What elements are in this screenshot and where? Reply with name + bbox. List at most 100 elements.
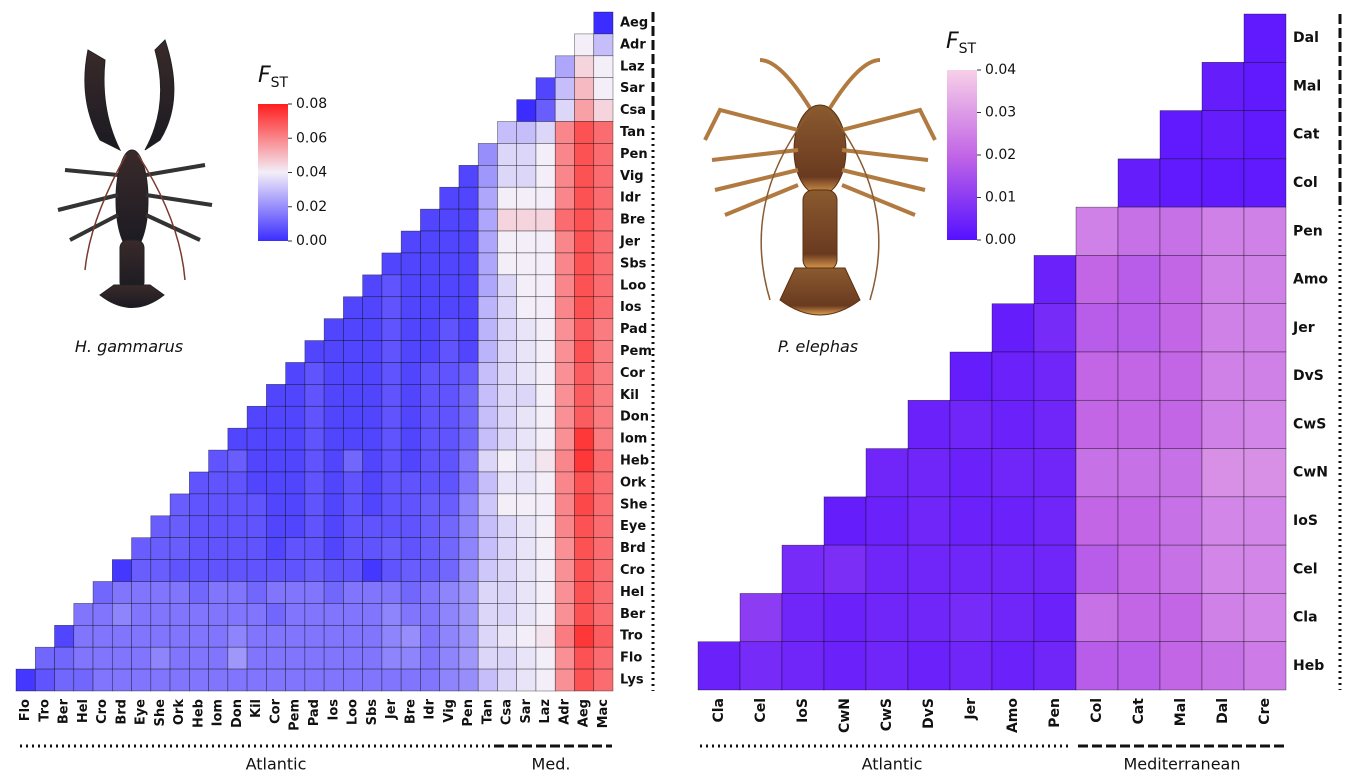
x-tick-label: Bre <box>403 699 418 724</box>
heatmap-cell <box>92 624 113 648</box>
y-tick-label: Heb <box>620 454 649 469</box>
heatmap-cell <box>266 646 286 670</box>
heatmap-cell <box>1243 110 1287 160</box>
heatmap-cell <box>420 252 440 276</box>
heatmap-cell <box>439 493 460 517</box>
heatmap-cell <box>150 559 171 582</box>
heatmap-cell <box>823 593 867 643</box>
heatmap-cell <box>1243 158 1287 208</box>
heatmap-cell <box>420 230 440 254</box>
heatmap-cell <box>949 496 993 546</box>
x-tick-label: Pem <box>288 699 303 731</box>
x-tick-label: IoS <box>795 698 811 723</box>
y-tick-label: Cor <box>620 366 645 381</box>
x-tick-label: Ber <box>57 698 72 724</box>
heatmap-cell <box>1243 496 1287 546</box>
heatmap-cell <box>865 641 909 691</box>
heatmap-cell <box>535 449 556 473</box>
y-tick-label: Sbs <box>620 256 647 271</box>
colorbar-tick-label: 0.02 <box>985 147 1016 163</box>
heatmap-cell <box>458 362 479 385</box>
heatmap-cell <box>1159 448 1203 498</box>
heatmap-cell <box>574 77 595 100</box>
heatmap-cell <box>420 515 440 538</box>
heatmap-cell <box>458 186 479 210</box>
heatmap-cell <box>477 384 498 407</box>
heatmap-cell <box>381 449 402 473</box>
heatmap-cell <box>381 537 402 560</box>
heatmap-cell <box>323 362 344 385</box>
heatmap-cell <box>554 537 575 560</box>
heatmap-cell <box>1033 255 1077 305</box>
heatmap-cell <box>343 384 363 407</box>
heatmap-cell <box>1201 399 1245 449</box>
heatmap-cell <box>477 340 498 363</box>
y-tick-label: Amo <box>1293 272 1328 288</box>
heatmap-cell <box>907 448 951 498</box>
heatmap-cell <box>169 559 190 582</box>
x-tick-label: Pen <box>461 699 476 727</box>
heatmap-cell <box>1243 593 1287 643</box>
heatmap-cell <box>343 405 363 429</box>
heatmap-cell <box>362 296 383 319</box>
heatmap-cell <box>227 646 248 670</box>
heatmap-cell <box>1201 303 1245 353</box>
heatmap-cell <box>554 384 575 407</box>
heatmap-cell <box>593 208 614 232</box>
heatmap-cell <box>477 449 498 473</box>
heatmap-cell <box>477 646 498 670</box>
heatmap-cell <box>516 581 537 604</box>
heatmap-cell <box>266 471 286 495</box>
heatmap-cell <box>1117 544 1161 594</box>
heatmap-cell <box>131 581 152 604</box>
y-tick-label: Vig <box>620 169 644 184</box>
group-label: Atlantic <box>862 755 923 773</box>
heatmap-cell <box>304 668 325 692</box>
heatmap-cell <box>497 274 518 298</box>
heatmap-cell <box>208 668 229 692</box>
heatmap-cell <box>593 230 614 254</box>
heatmap-cell <box>1033 641 1077 691</box>
heatmap-cell <box>535 537 556 560</box>
heatmap-cell <box>1243 544 1287 594</box>
heatmap-cell <box>1201 544 1245 594</box>
heatmap-cell <box>362 559 383 582</box>
heatmap-cell <box>1075 255 1119 305</box>
heatmap-cell <box>1243 448 1287 498</box>
heatmap-cell <box>439 384 460 407</box>
heatmap-cell <box>111 624 132 648</box>
heatmap-cell <box>362 427 383 451</box>
y-tick-label: Mal <box>1293 78 1321 94</box>
heatmap-cell <box>1201 448 1245 498</box>
heatmap-cell <box>516 318 537 341</box>
heatmap-cell <box>535 668 556 692</box>
heatmap-cell <box>439 537 460 560</box>
heatmap-cell <box>477 624 498 648</box>
heatmap-cell <box>189 646 209 670</box>
heatmap-cell <box>362 603 383 626</box>
x-tick-label: Idr <box>423 698 438 719</box>
heatmap-cell <box>227 515 248 538</box>
heatmap-cell <box>554 405 575 429</box>
heatmap-cell <box>400 449 421 473</box>
heatmap-cell <box>554 449 575 473</box>
colorbar-title-sub: ST <box>959 41 977 57</box>
x-tick-label: Ork <box>172 699 187 725</box>
heatmap-cell <box>266 515 286 538</box>
heatmap-cell <box>400 471 421 495</box>
group-label: Mediterranean <box>1124 755 1241 773</box>
heatmap-cell <box>266 559 286 582</box>
heatmap-cell <box>574 143 595 166</box>
heatmap-cell <box>323 493 344 517</box>
heatmap-cell <box>574 581 595 604</box>
heatmap-cell <box>949 593 993 643</box>
y-tick-label: Bre <box>620 213 645 228</box>
heatmap-cell <box>497 427 518 451</box>
heatmap-cell <box>420 537 440 560</box>
heatmap-cell <box>1159 641 1203 691</box>
heatmap-cell <box>169 624 190 648</box>
heatmap-cell <box>439 668 460 692</box>
heatmap-cell <box>189 515 209 538</box>
x-tick-label: Col <box>1089 698 1105 723</box>
heatmap-cell <box>1201 351 1245 401</box>
